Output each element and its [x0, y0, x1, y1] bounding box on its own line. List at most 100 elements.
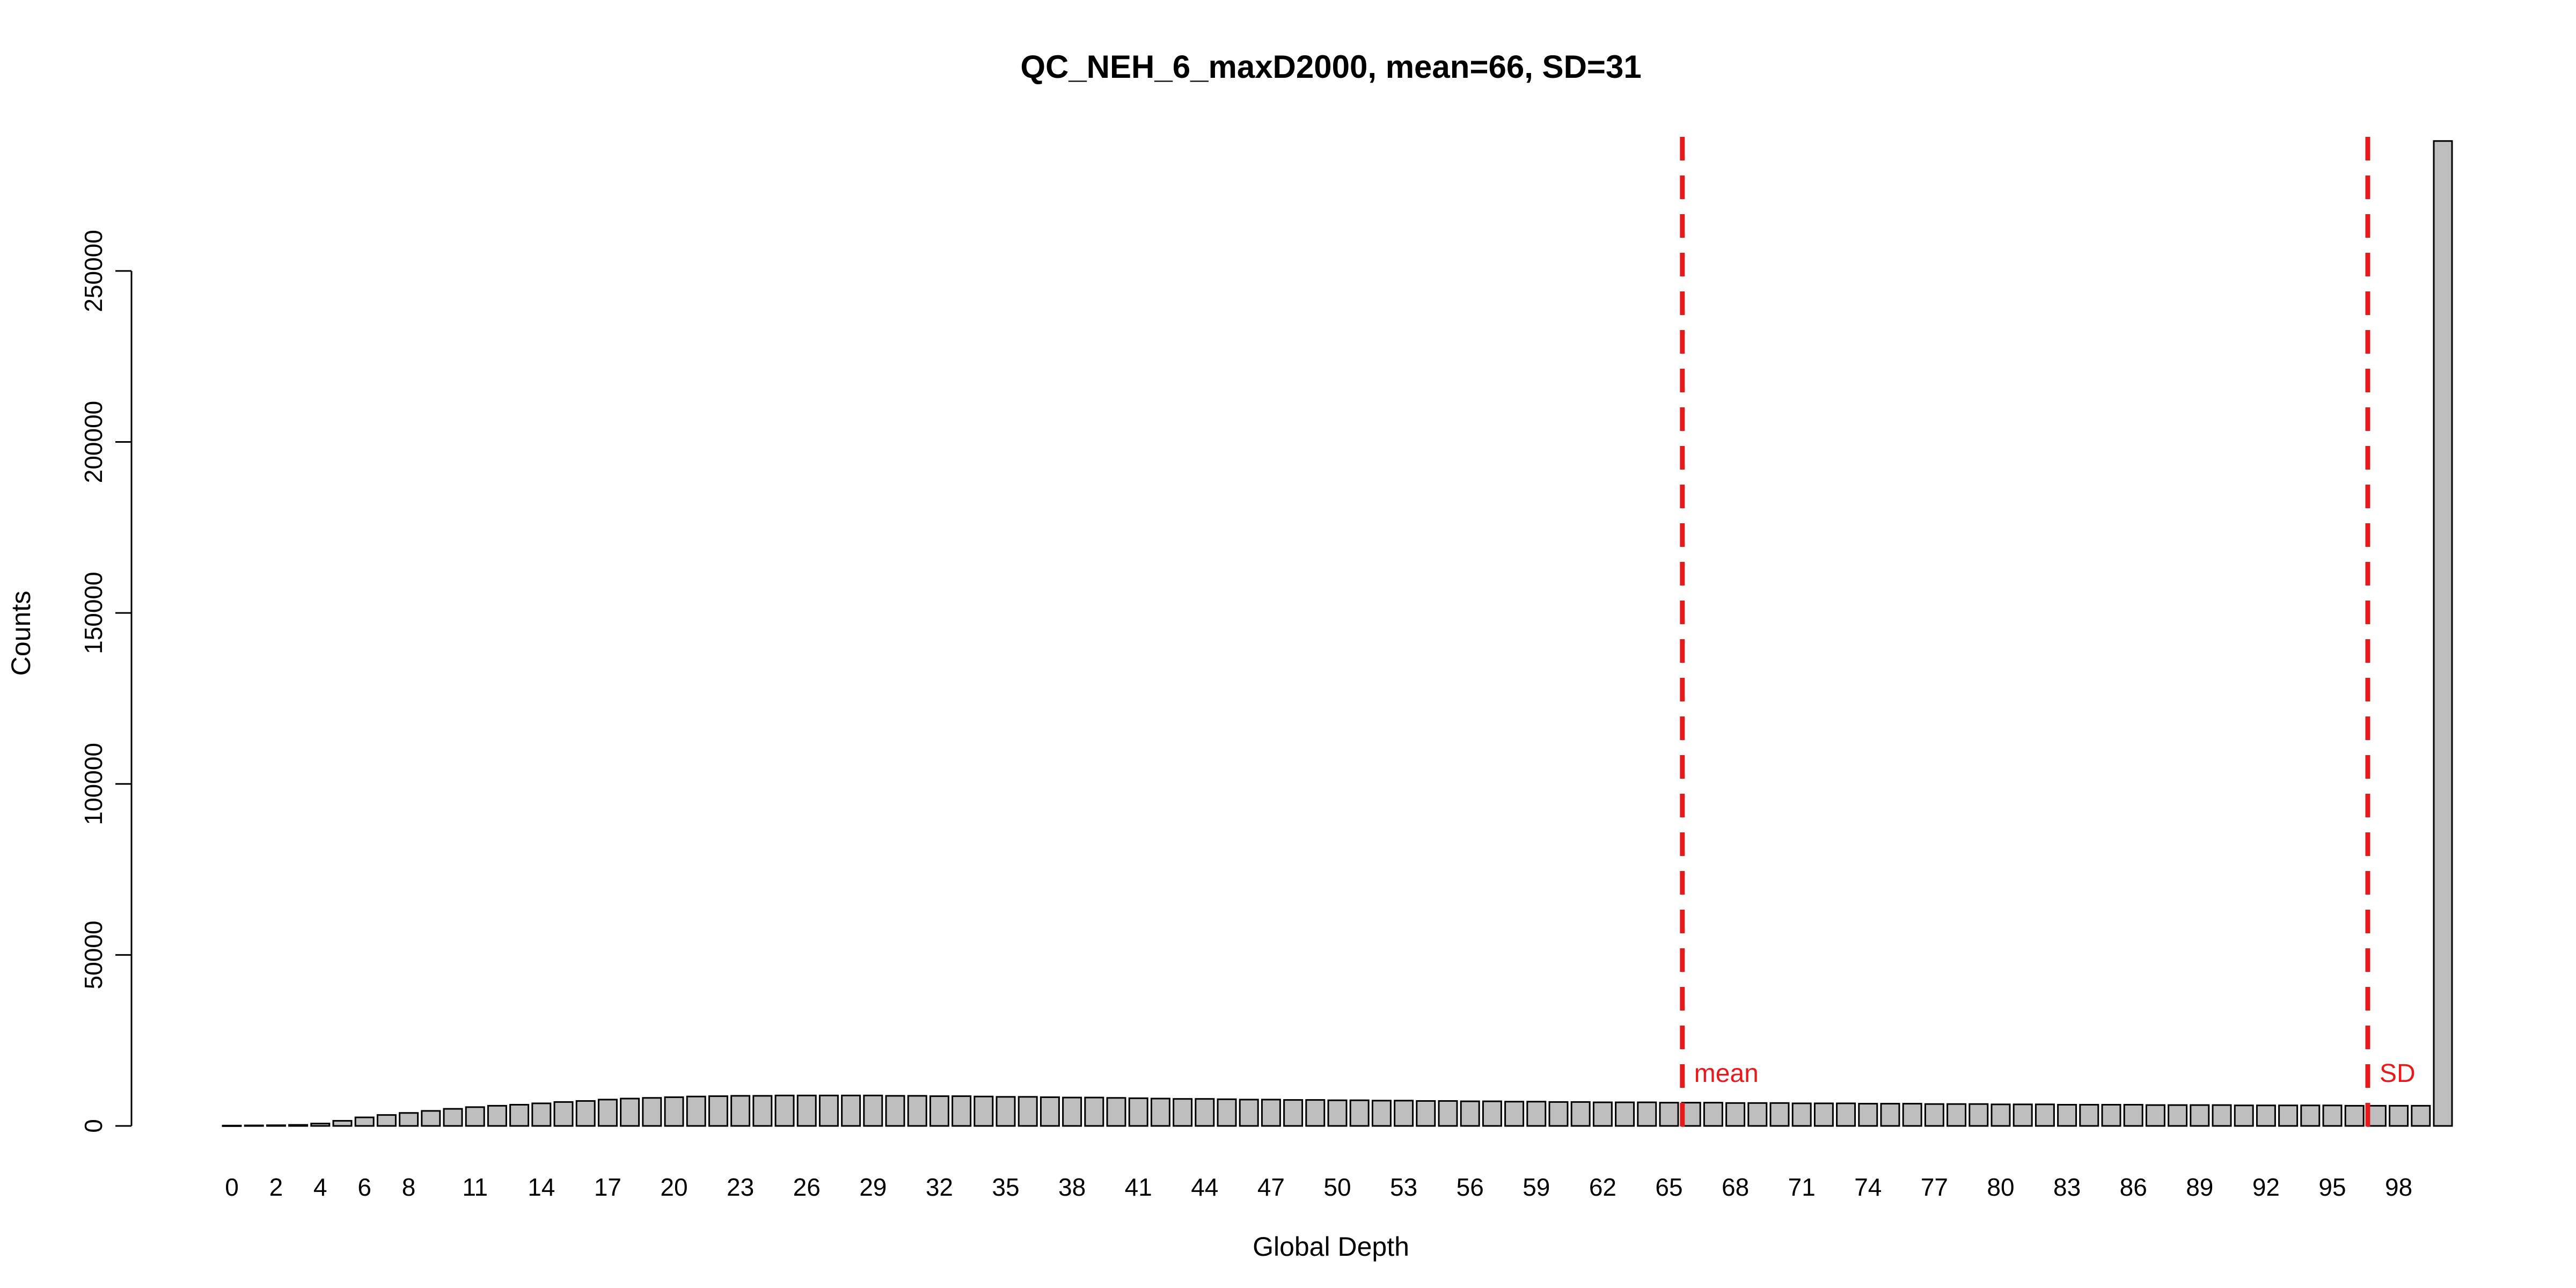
bar — [1460, 1100, 1480, 1127]
bar — [1637, 1101, 1657, 1127]
bar — [2190, 1104, 2210, 1127]
x-tick-label: 56 — [1457, 1173, 1484, 1201]
bar — [1924, 1103, 1944, 1127]
x-tick-label: 77 — [1921, 1173, 1948, 1201]
bar — [1858, 1103, 1878, 1127]
bar — [1482, 1100, 1502, 1127]
x-tick-label: 26 — [793, 1173, 821, 1201]
bar — [2234, 1104, 2254, 1127]
y-axis-label: Counts — [6, 591, 36, 676]
bar — [1283, 1099, 1304, 1127]
bar — [1438, 1100, 1458, 1127]
x-tick-label: 92 — [2252, 1173, 2280, 1201]
bar — [1349, 1099, 1370, 1127]
bar — [1703, 1102, 1723, 1127]
bar — [863, 1094, 883, 1127]
x-tick-label: 89 — [2186, 1173, 2213, 1201]
x-tick-label: 47 — [1257, 1173, 1285, 1201]
bar — [1217, 1098, 1237, 1127]
bar — [1592, 1101, 1613, 1127]
bar — [2300, 1104, 2321, 1127]
x-tick-label: 71 — [1788, 1173, 1816, 1201]
x-axis-label: Global Depth — [1253, 1232, 1409, 1262]
bar — [974, 1095, 994, 1127]
bar — [465, 1106, 485, 1127]
bar — [752, 1095, 773, 1127]
bar — [2145, 1104, 2165, 1127]
bar — [1747, 1102, 1768, 1127]
bar — [1261, 1099, 1281, 1127]
bar — [354, 1116, 375, 1127]
bar — [907, 1095, 927, 1127]
bar — [2057, 1103, 2077, 1127]
bar — [1813, 1102, 1834, 1127]
bar — [1062, 1096, 1082, 1127]
x-tick-label: 59 — [1523, 1173, 1550, 1201]
x-tick-labels: 0 2 4 6 8 11 14 17 20 23 26 29 32 35 38 41 44 47 50 53 56 59 6… — [225, 1173, 2412, 1201]
reference-lines: mean SD — [1680, 137, 2416, 1138]
bar — [818, 1094, 839, 1127]
bar — [952, 1095, 972, 1127]
bar — [1327, 1099, 1348, 1127]
bar — [664, 1096, 684, 1127]
x-tick-label: 8 — [402, 1173, 416, 1201]
bar — [2079, 1103, 2099, 1127]
bar — [2344, 1104, 2365, 1127]
bar — [2322, 1104, 2343, 1127]
y-tick-label: 250000 — [79, 230, 107, 312]
bar — [2212, 1104, 2232, 1127]
x-tick-label: 38 — [1058, 1173, 1086, 1201]
x-tick-label: 41 — [1125, 1173, 1152, 1201]
bar — [1504, 1101, 1525, 1127]
bar — [1106, 1097, 1126, 1127]
x-tick-label: 14 — [528, 1173, 555, 1201]
x-tick-label: 2 — [269, 1173, 283, 1201]
x-tick-label: 0 — [225, 1173, 239, 1201]
bar — [1173, 1098, 1193, 1127]
x-tick-label: 83 — [2053, 1173, 2081, 1201]
bar — [1769, 1102, 1790, 1127]
x-tick-label: 74 — [1854, 1173, 1882, 1201]
x-tick-label: 17 — [594, 1173, 621, 1201]
bar — [376, 1114, 397, 1127]
bars-group — [222, 140, 2453, 1127]
bar — [686, 1095, 706, 1127]
bar — [1305, 1099, 1326, 1127]
bar — [1836, 1102, 1856, 1127]
bar — [1615, 1101, 1635, 1127]
x-tick-label: 98 — [2385, 1173, 2412, 1201]
bar — [443, 1108, 463, 1127]
bar — [2168, 1104, 2188, 1127]
bar — [2101, 1103, 2121, 1127]
x-tick-label: 29 — [859, 1173, 887, 1201]
bar — [1150, 1097, 1170, 1127]
bar — [1239, 1099, 1259, 1127]
bar — [1946, 1103, 1967, 1127]
bar — [1725, 1102, 1746, 1127]
bar — [796, 1094, 817, 1127]
bar — [642, 1097, 662, 1127]
bar — [2278, 1104, 2299, 1127]
bar — [1968, 1103, 1989, 1127]
x-tick-label: 86 — [2120, 1173, 2147, 1201]
bar — [1195, 1098, 1215, 1127]
x-tick-label: 44 — [1191, 1173, 1218, 1201]
bar — [310, 1123, 331, 1127]
bar — [708, 1095, 728, 1127]
x-tick-label: 11 — [462, 1173, 488, 1201]
bar — [1791, 1102, 1812, 1127]
bar — [774, 1094, 795, 1127]
bar — [222, 1124, 242, 1127]
x-tick-label: 4 — [313, 1173, 327, 1201]
bar — [597, 1099, 618, 1127]
x-tick-label: 62 — [1589, 1173, 1616, 1201]
bar — [487, 1104, 507, 1127]
x-tick-label: 6 — [357, 1173, 371, 1201]
x-tick-label: 35 — [992, 1173, 1019, 1201]
bar — [1371, 1100, 1392, 1127]
x-tick-label: 23 — [727, 1173, 754, 1201]
bar — [2012, 1103, 2033, 1127]
x-tick-label: 68 — [1722, 1173, 1749, 1201]
